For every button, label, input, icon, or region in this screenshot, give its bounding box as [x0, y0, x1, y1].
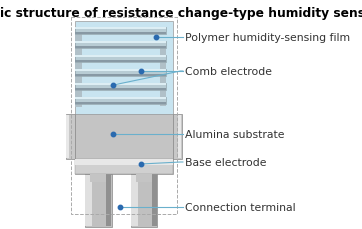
Bar — [75, 28, 166, 30]
Bar — [152, 175, 157, 226]
Bar — [75, 75, 166, 77]
Bar — [75, 47, 166, 49]
Bar — [160, 42, 166, 106]
Bar — [75, 98, 166, 100]
Text: Alumina substrate: Alumina substrate — [185, 129, 285, 139]
Bar — [75, 114, 173, 174]
Text: Base electrode: Base electrode — [185, 157, 267, 167]
Bar — [75, 159, 173, 174]
Bar — [75, 22, 173, 114]
Text: Polymer humidity-sensing film: Polymer humidity-sensing film — [185, 33, 350, 43]
Bar — [75, 56, 166, 63]
Bar — [85, 174, 111, 227]
Bar — [131, 175, 138, 226]
Bar — [75, 84, 166, 91]
Text: Connection terminal: Connection terminal — [185, 202, 296, 212]
Bar — [71, 18, 177, 214]
Bar — [75, 56, 166, 58]
Bar — [90, 174, 106, 182]
Bar — [75, 98, 166, 105]
Bar — [75, 42, 166, 49]
Bar — [136, 174, 152, 182]
Bar — [75, 42, 166, 44]
Text: Comb electrode: Comb electrode — [185, 67, 273, 77]
Bar — [131, 174, 157, 227]
Text: Basic structure of resistance change-type humidity sensors: Basic structure of resistance change-typ… — [0, 7, 362, 20]
Bar — [75, 28, 166, 35]
Bar — [66, 114, 75, 159]
Bar — [75, 102, 166, 105]
Bar — [75, 70, 166, 72]
Bar — [75, 28, 81, 108]
Bar — [106, 175, 111, 226]
Bar — [173, 114, 182, 159]
Bar — [75, 33, 166, 35]
Bar — [75, 84, 166, 86]
Bar — [178, 115, 181, 158]
Bar — [75, 70, 166, 77]
Bar — [66, 115, 69, 158]
Bar — [75, 89, 166, 91]
Bar — [75, 61, 166, 63]
Bar — [85, 175, 92, 226]
Bar — [75, 159, 173, 165]
